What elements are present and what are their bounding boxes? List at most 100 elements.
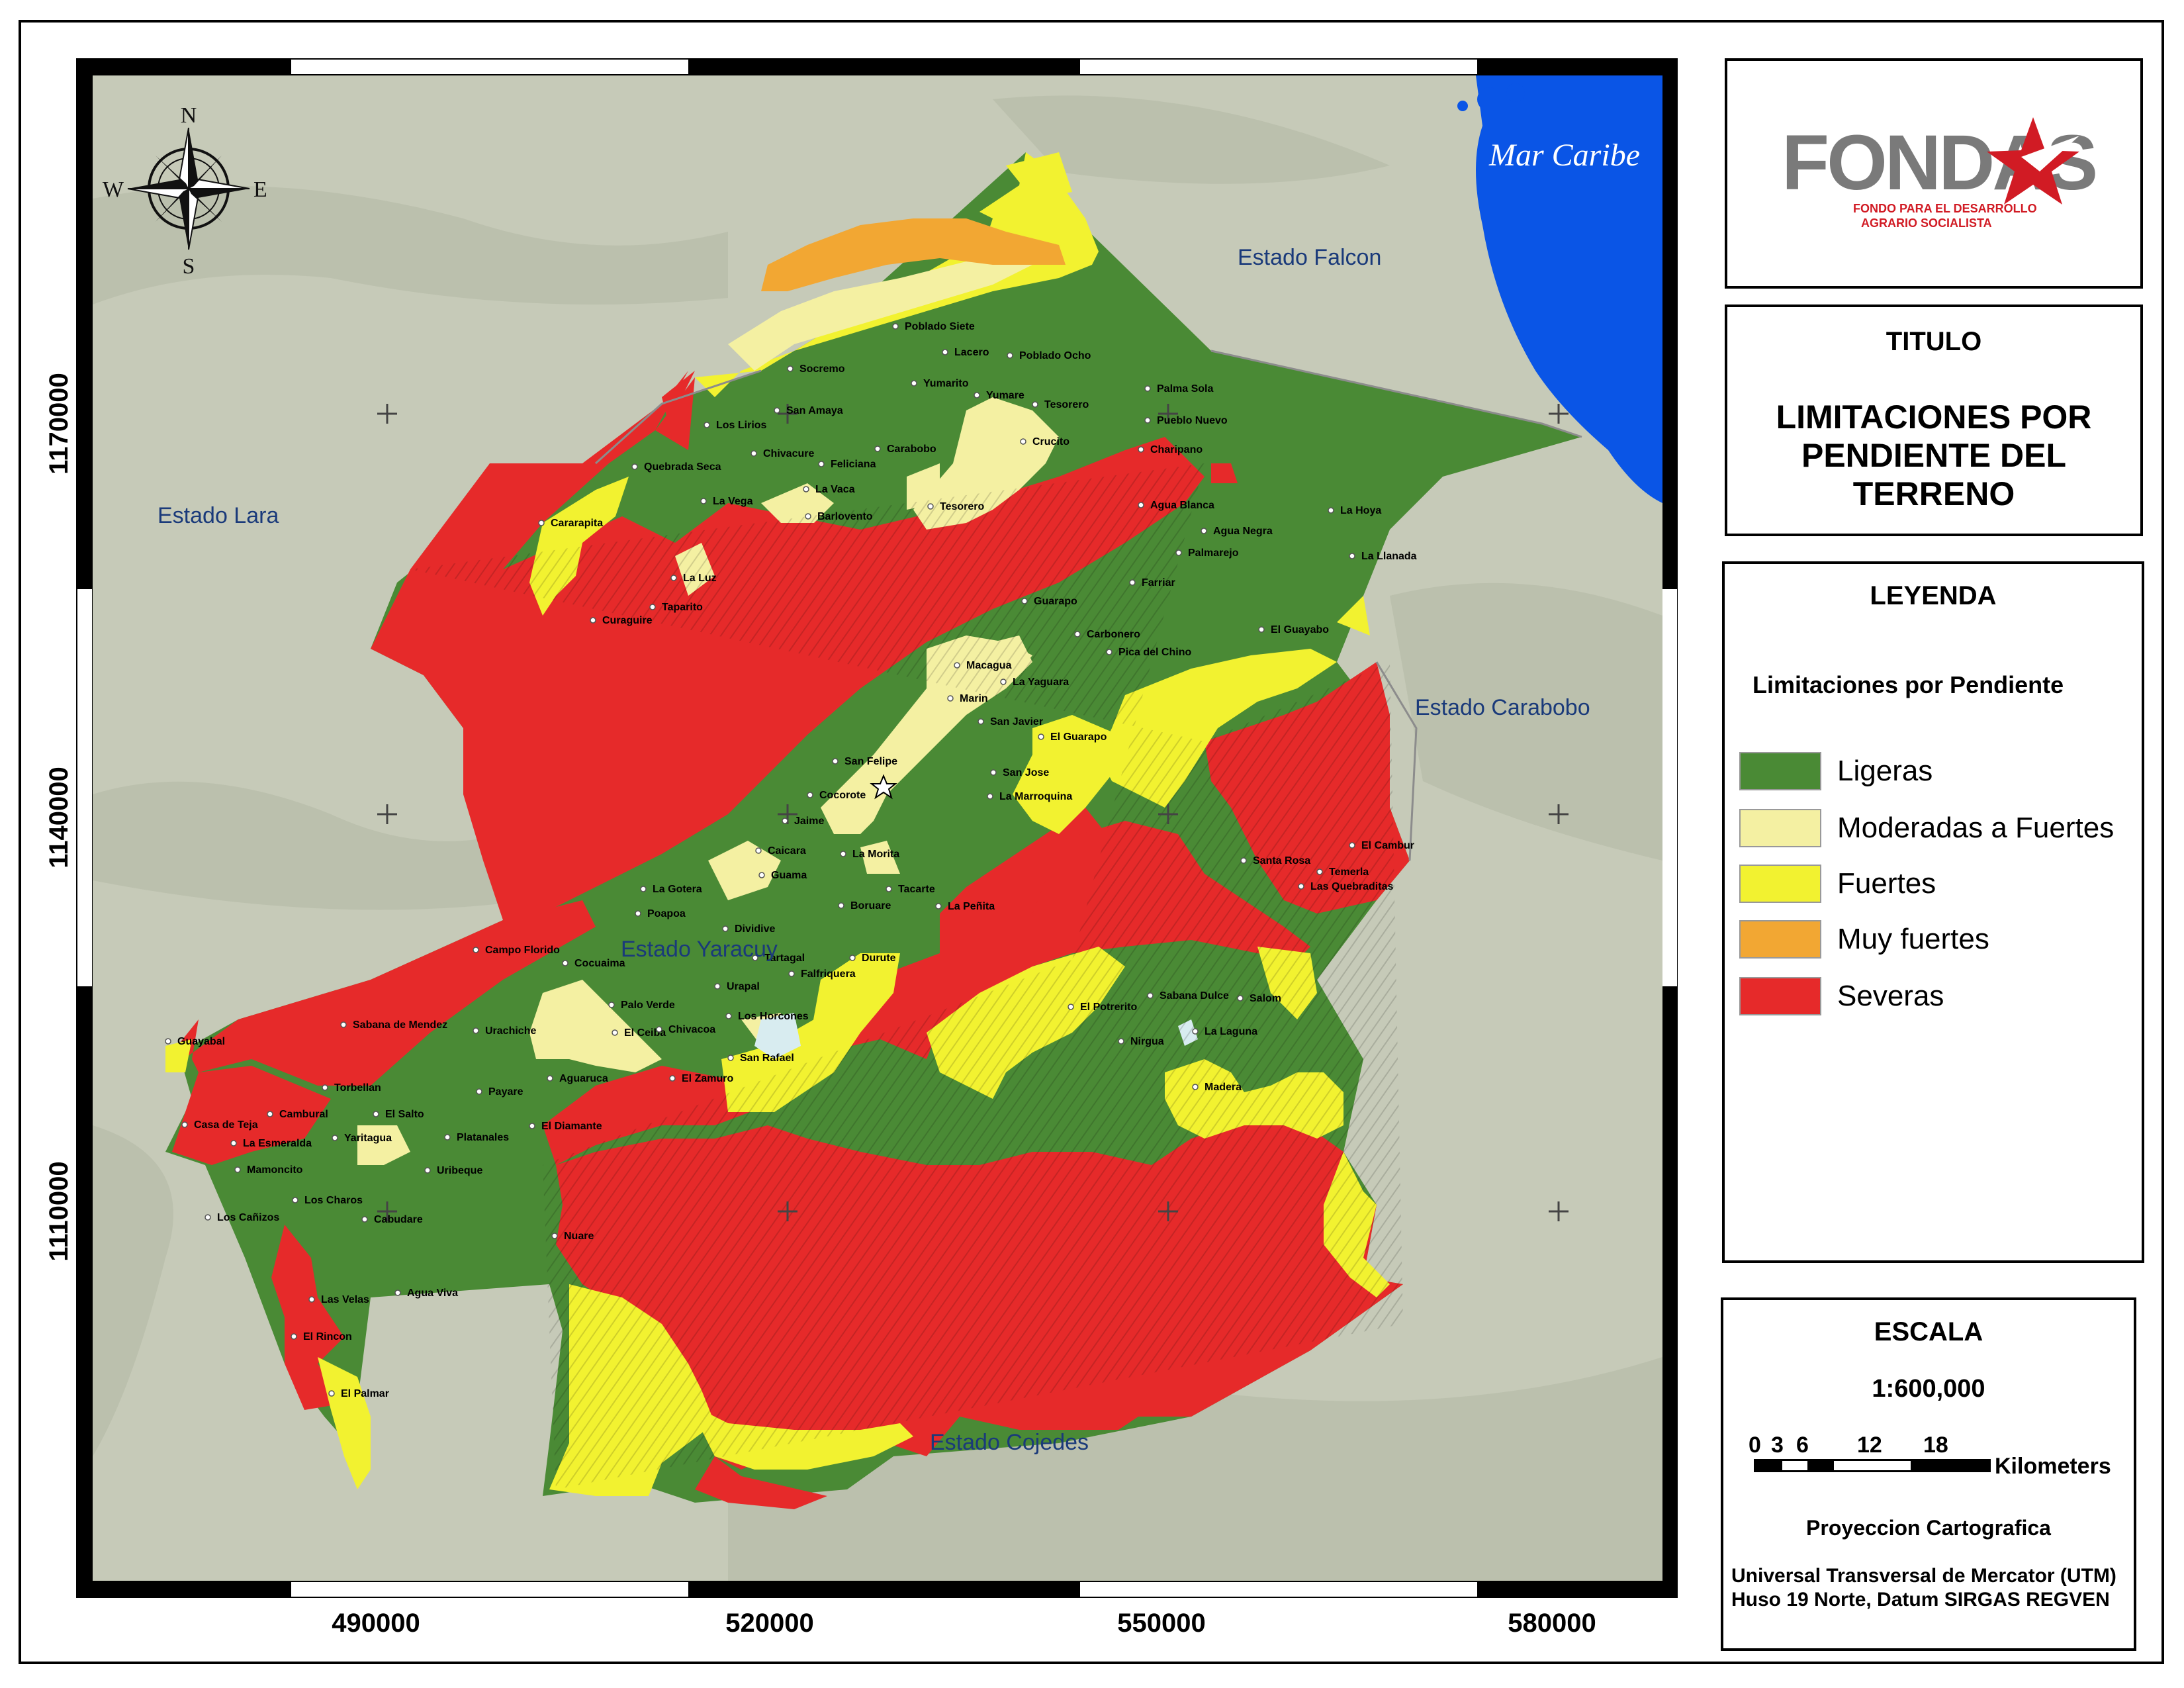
place-marker-icon: [1175, 549, 1182, 556]
place-marker-icon: [473, 947, 479, 953]
place-label: La Morita: [852, 849, 899, 860]
place-label: Poapoa: [647, 908, 686, 919]
place-label: Yumarito: [923, 378, 969, 389]
place-label: Los Cañizos: [217, 1212, 279, 1223]
scale-tick: 3: [1771, 1432, 1784, 1458]
place-label: Pueblo Nuevo: [1157, 415, 1228, 426]
projection-line-1: Universal Transversal de Mercator (UTM): [1731, 1565, 2116, 1587]
place-marker-icon: [1000, 679, 1007, 685]
place-label: La Peñita: [948, 901, 995, 912]
place-marker-icon: [751, 450, 757, 457]
place-marker-icon: [1328, 507, 1334, 514]
place-label: Temerla: [1329, 867, 1369, 878]
place-marker-icon: [700, 498, 707, 504]
place-marker-icon: [1138, 502, 1144, 508]
grid-crosses: [377, 404, 1569, 1221]
legend-label: Muy fuertes: [1837, 923, 1989, 955]
place-label: Aguaruca: [559, 1073, 608, 1084]
place-label: Durute: [862, 953, 896, 964]
x-tick-550000: 550000: [1117, 1609, 1205, 1638]
place-label: Cararapita: [551, 518, 603, 529]
place-marker-icon: [1237, 995, 1244, 1002]
place-label: Jaime: [794, 816, 824, 827]
y-tick-1140000: 1140000: [44, 767, 73, 868]
place-marker-icon: [631, 463, 638, 470]
place-label: Yaritagua: [344, 1133, 392, 1144]
place-label: El Guarapo: [1050, 731, 1107, 743]
legend-item-muy-fuertes: Muy fuertes: [1739, 919, 1989, 960]
place-label: El Potrerito: [1080, 1002, 1137, 1013]
place-marker-icon: [308, 1296, 315, 1303]
place-label: Caicara: [768, 845, 806, 857]
place-label: San Javier: [990, 716, 1043, 727]
region-label-lara: Estado Lara: [158, 503, 279, 528]
place-label: Guama: [771, 870, 807, 881]
place-label: Guayabal: [177, 1036, 225, 1047]
place-label: La Luz: [683, 573, 717, 584]
place-marker-icon: [1038, 733, 1044, 740]
scale-panel: ESCALA 1:600,000 0 3 6 12 18 Kilometers …: [1721, 1297, 2136, 1651]
x-tick-520000: 520000: [725, 1609, 813, 1638]
place-marker-icon: [547, 1075, 553, 1082]
place-marker-icon: [181, 1121, 188, 1128]
place-label: La Gotera: [653, 884, 702, 895]
y-tick-1110000: 1110000: [44, 1161, 73, 1261]
place-label: Los Lirios: [716, 420, 767, 431]
place-marker-icon: [787, 365, 794, 372]
place-label: Cambural: [279, 1109, 328, 1120]
place-label: Tartagal: [764, 953, 805, 964]
place-label: Tesorero: [1044, 399, 1089, 410]
place-marker-icon: [752, 955, 758, 961]
legend-swatch-moderadas: [1739, 809, 1821, 847]
place-label: San Jose: [1003, 767, 1049, 778]
place-marker-icon: [1192, 1084, 1199, 1090]
region-label-yaracuy: Estado Yaracuy: [621, 937, 778, 962]
place-marker-icon: [612, 1029, 618, 1036]
fondas-star-icon: [1987, 117, 2079, 205]
x-tick-580000: 580000: [1508, 1609, 1596, 1638]
place-marker-icon: [1068, 1004, 1074, 1010]
place-marker-icon: [978, 718, 984, 725]
place-marker-icon: [974, 392, 980, 399]
place-label: La Llanada: [1361, 551, 1417, 562]
place-marker-icon: [1138, 446, 1144, 453]
place-label: Palma Sola: [1157, 383, 1213, 395]
place-marker-icon: [803, 486, 809, 492]
place-marker-icon: [714, 983, 721, 990]
place-label: Sabana Dulce: [1160, 990, 1229, 1002]
x-tick-490000: 490000: [332, 1609, 420, 1638]
place-label: La Vega: [713, 496, 753, 507]
place-marker-icon: [424, 1167, 431, 1174]
place-label: Chivacoa: [668, 1024, 715, 1035]
place-label: Poblado Ocho: [1019, 350, 1091, 361]
projection-line-2: Huso 19 Norte, Datum SIRGAS REGVEN: [1731, 1589, 2110, 1611]
scale-tick: 12: [1857, 1432, 1882, 1458]
place-label: El Palmar: [341, 1388, 389, 1399]
place-label: Agua Viva: [407, 1288, 458, 1299]
place-marker-icon: [476, 1088, 482, 1095]
map-title: LIMITACIONES POR PENDIENTE DEL TERRENO: [1776, 399, 2092, 512]
place-marker-icon: [551, 1233, 558, 1239]
place-marker-icon: [669, 1075, 676, 1082]
place-marker-icon: [849, 955, 856, 961]
place-marker-icon: [361, 1216, 368, 1223]
place-marker-icon: [1106, 649, 1113, 655]
place-label: Uribeque: [437, 1165, 482, 1176]
place-marker-icon: [1007, 352, 1013, 359]
region-label-carabobo: Estado Carabobo: [1415, 695, 1590, 720]
place-label: Guarapo: [1034, 596, 1077, 607]
place-marker-icon: [1258, 626, 1265, 633]
place-marker-icon: [640, 886, 647, 892]
place-marker-icon: [942, 349, 948, 355]
place-label: Nirgua: [1130, 1036, 1164, 1047]
place-label: Taparito: [662, 602, 703, 613]
place-marker-icon: [538, 520, 545, 526]
place-label: Carbonero: [1087, 629, 1140, 640]
place-marker-icon: [935, 903, 942, 910]
place-label: Cocuaima: [574, 958, 625, 969]
place-marker-icon: [832, 758, 839, 765]
place-marker-icon: [807, 792, 813, 798]
place-label: El Diamante: [541, 1121, 602, 1132]
place-marker-icon: [670, 575, 677, 581]
place-marker-icon: [1192, 1028, 1199, 1035]
